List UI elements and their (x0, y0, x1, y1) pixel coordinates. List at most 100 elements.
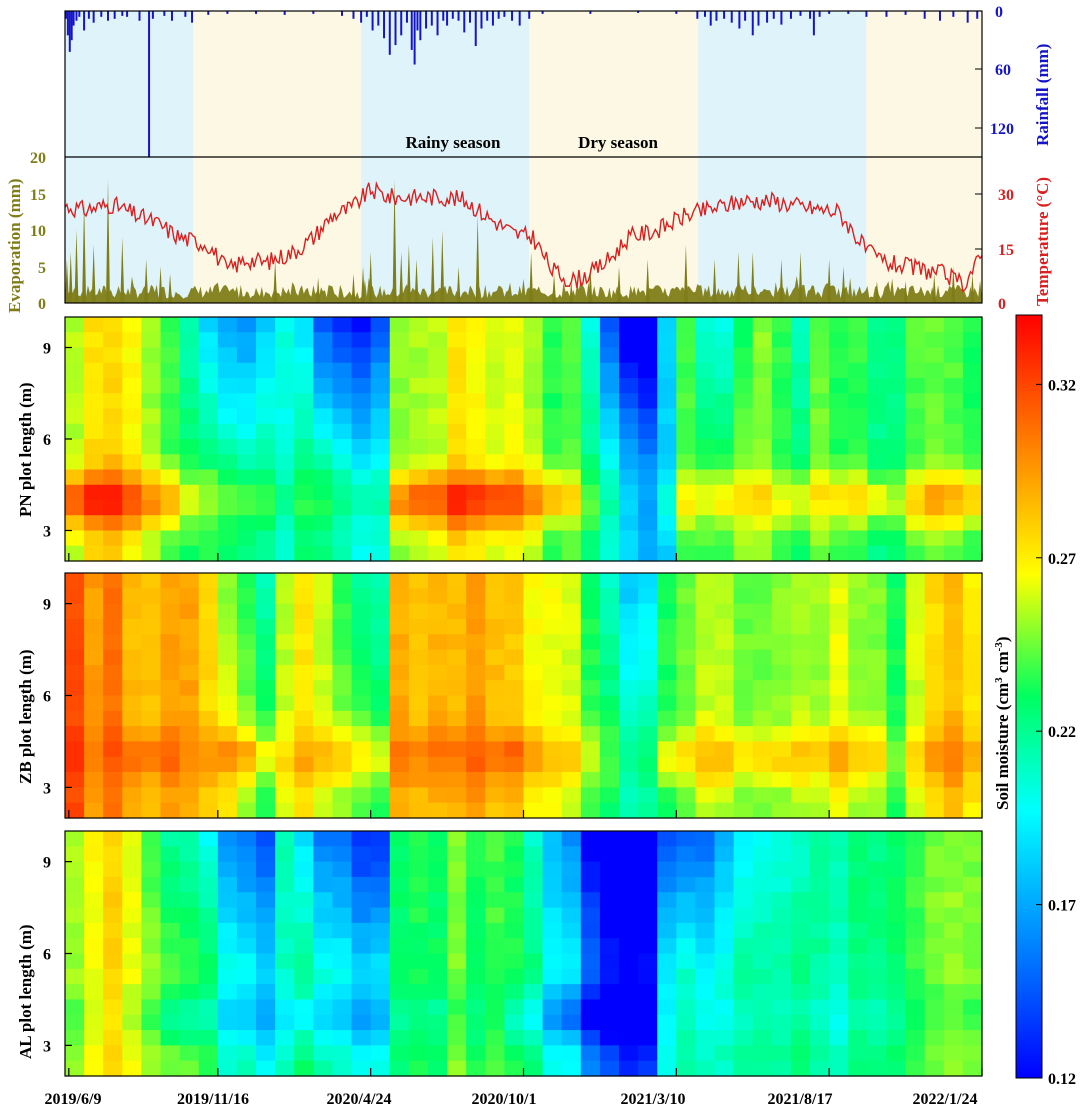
pn-cell (294, 393, 314, 410)
pn-cell (504, 408, 525, 425)
pn-cell (103, 469, 123, 486)
zb-cell (217, 680, 238, 697)
pn-cell (141, 408, 162, 425)
zb-cell (332, 695, 353, 712)
zb-cell (504, 664, 525, 681)
al-cell (829, 1014, 849, 1031)
al-cell (275, 1014, 295, 1031)
pn-cell (65, 469, 85, 486)
pn-cell (466, 408, 486, 425)
pn-cell (256, 545, 276, 562)
al-cell (657, 953, 677, 970)
zb-cell (848, 618, 868, 635)
evap-spike-3 (82, 200, 87, 303)
al-cell (313, 907, 334, 924)
pn-cell (408, 484, 429, 501)
zb-cell (504, 756, 525, 773)
al-cell (943, 922, 964, 939)
pn-cell (657, 530, 677, 547)
pn-cell (657, 408, 677, 425)
zb-cell (924, 756, 945, 773)
pn-cell (427, 408, 448, 425)
zb-cell (886, 772, 907, 788)
al-cell (485, 984, 505, 1001)
pn-cell (236, 530, 257, 547)
zb-cell (580, 695, 601, 712)
colorbar-tick-label: 0.22 (1048, 724, 1076, 741)
zb-cell (962, 649, 983, 666)
pn-cell (351, 484, 372, 501)
zb-cell (294, 680, 314, 697)
zb-cell (790, 802, 811, 819)
pn-cell (752, 362, 773, 379)
pn-cell (351, 469, 372, 486)
al-cell (943, 999, 964, 1016)
pn-cell (733, 408, 754, 425)
al-cell (103, 968, 123, 985)
zb-cell (733, 649, 754, 666)
pn-cell (886, 469, 907, 486)
zb-cell (275, 573, 295, 589)
zb-cell (294, 634, 314, 651)
pn-cell (542, 545, 563, 562)
zb-cell (752, 787, 773, 804)
zb-cell (638, 756, 658, 773)
zb-cell (466, 664, 486, 681)
zb-cell (657, 618, 677, 635)
al-cell (65, 953, 85, 970)
pn-cell (829, 484, 849, 501)
pn-cell (485, 347, 505, 364)
pn-cell (389, 515, 410, 532)
pn-cell (771, 317, 792, 333)
al-cell (217, 984, 238, 1001)
zb-cell (332, 618, 353, 635)
al-cell (370, 846, 391, 863)
zb-cell (752, 756, 773, 773)
zb-cell (790, 649, 811, 666)
pn-cell (122, 515, 143, 532)
al-cell (466, 861, 486, 878)
zb-cell (275, 588, 295, 605)
al-cell (790, 968, 811, 985)
zb-cell (275, 741, 295, 758)
al-cell (65, 876, 85, 893)
al-cell (886, 922, 907, 939)
zb-cell (580, 741, 601, 758)
zb-cell (810, 695, 830, 712)
zb-cell (523, 618, 544, 635)
zb-cell (714, 649, 735, 666)
zb-cell (638, 680, 658, 697)
zb-cell (370, 618, 391, 635)
zb-cell (160, 634, 181, 651)
al-cell (427, 953, 448, 970)
zb-cell (504, 649, 525, 666)
al-cell (179, 1014, 200, 1031)
al-cell (542, 1030, 563, 1046)
zb-cell (427, 634, 448, 651)
zb-cell (867, 649, 888, 666)
pn-cell (638, 469, 658, 486)
zb-cell (408, 603, 429, 620)
zb-cell (714, 772, 735, 788)
pn-cell (714, 530, 735, 547)
al-cell (427, 861, 448, 878)
pn-cell (886, 332, 907, 349)
colorbar-tick-label: 0.27 (1048, 551, 1076, 568)
x-date-label: 2019/11/16 (177, 1091, 249, 1108)
zb-cell (619, 726, 639, 743)
al-cell (676, 938, 697, 955)
pn-cell (714, 347, 735, 364)
al-cell (179, 922, 200, 939)
zb-cell (122, 634, 143, 651)
pn-cell (198, 454, 219, 471)
pn-cell (657, 454, 677, 471)
al-cell (943, 846, 964, 863)
zb-cell (466, 649, 486, 666)
pn-cell (580, 515, 601, 532)
al-cell (179, 892, 200, 909)
al-cell (580, 831, 601, 847)
pn-cell (217, 484, 238, 501)
al-cell (790, 892, 811, 909)
pn-cell (141, 347, 162, 364)
pn-cell (924, 469, 945, 486)
